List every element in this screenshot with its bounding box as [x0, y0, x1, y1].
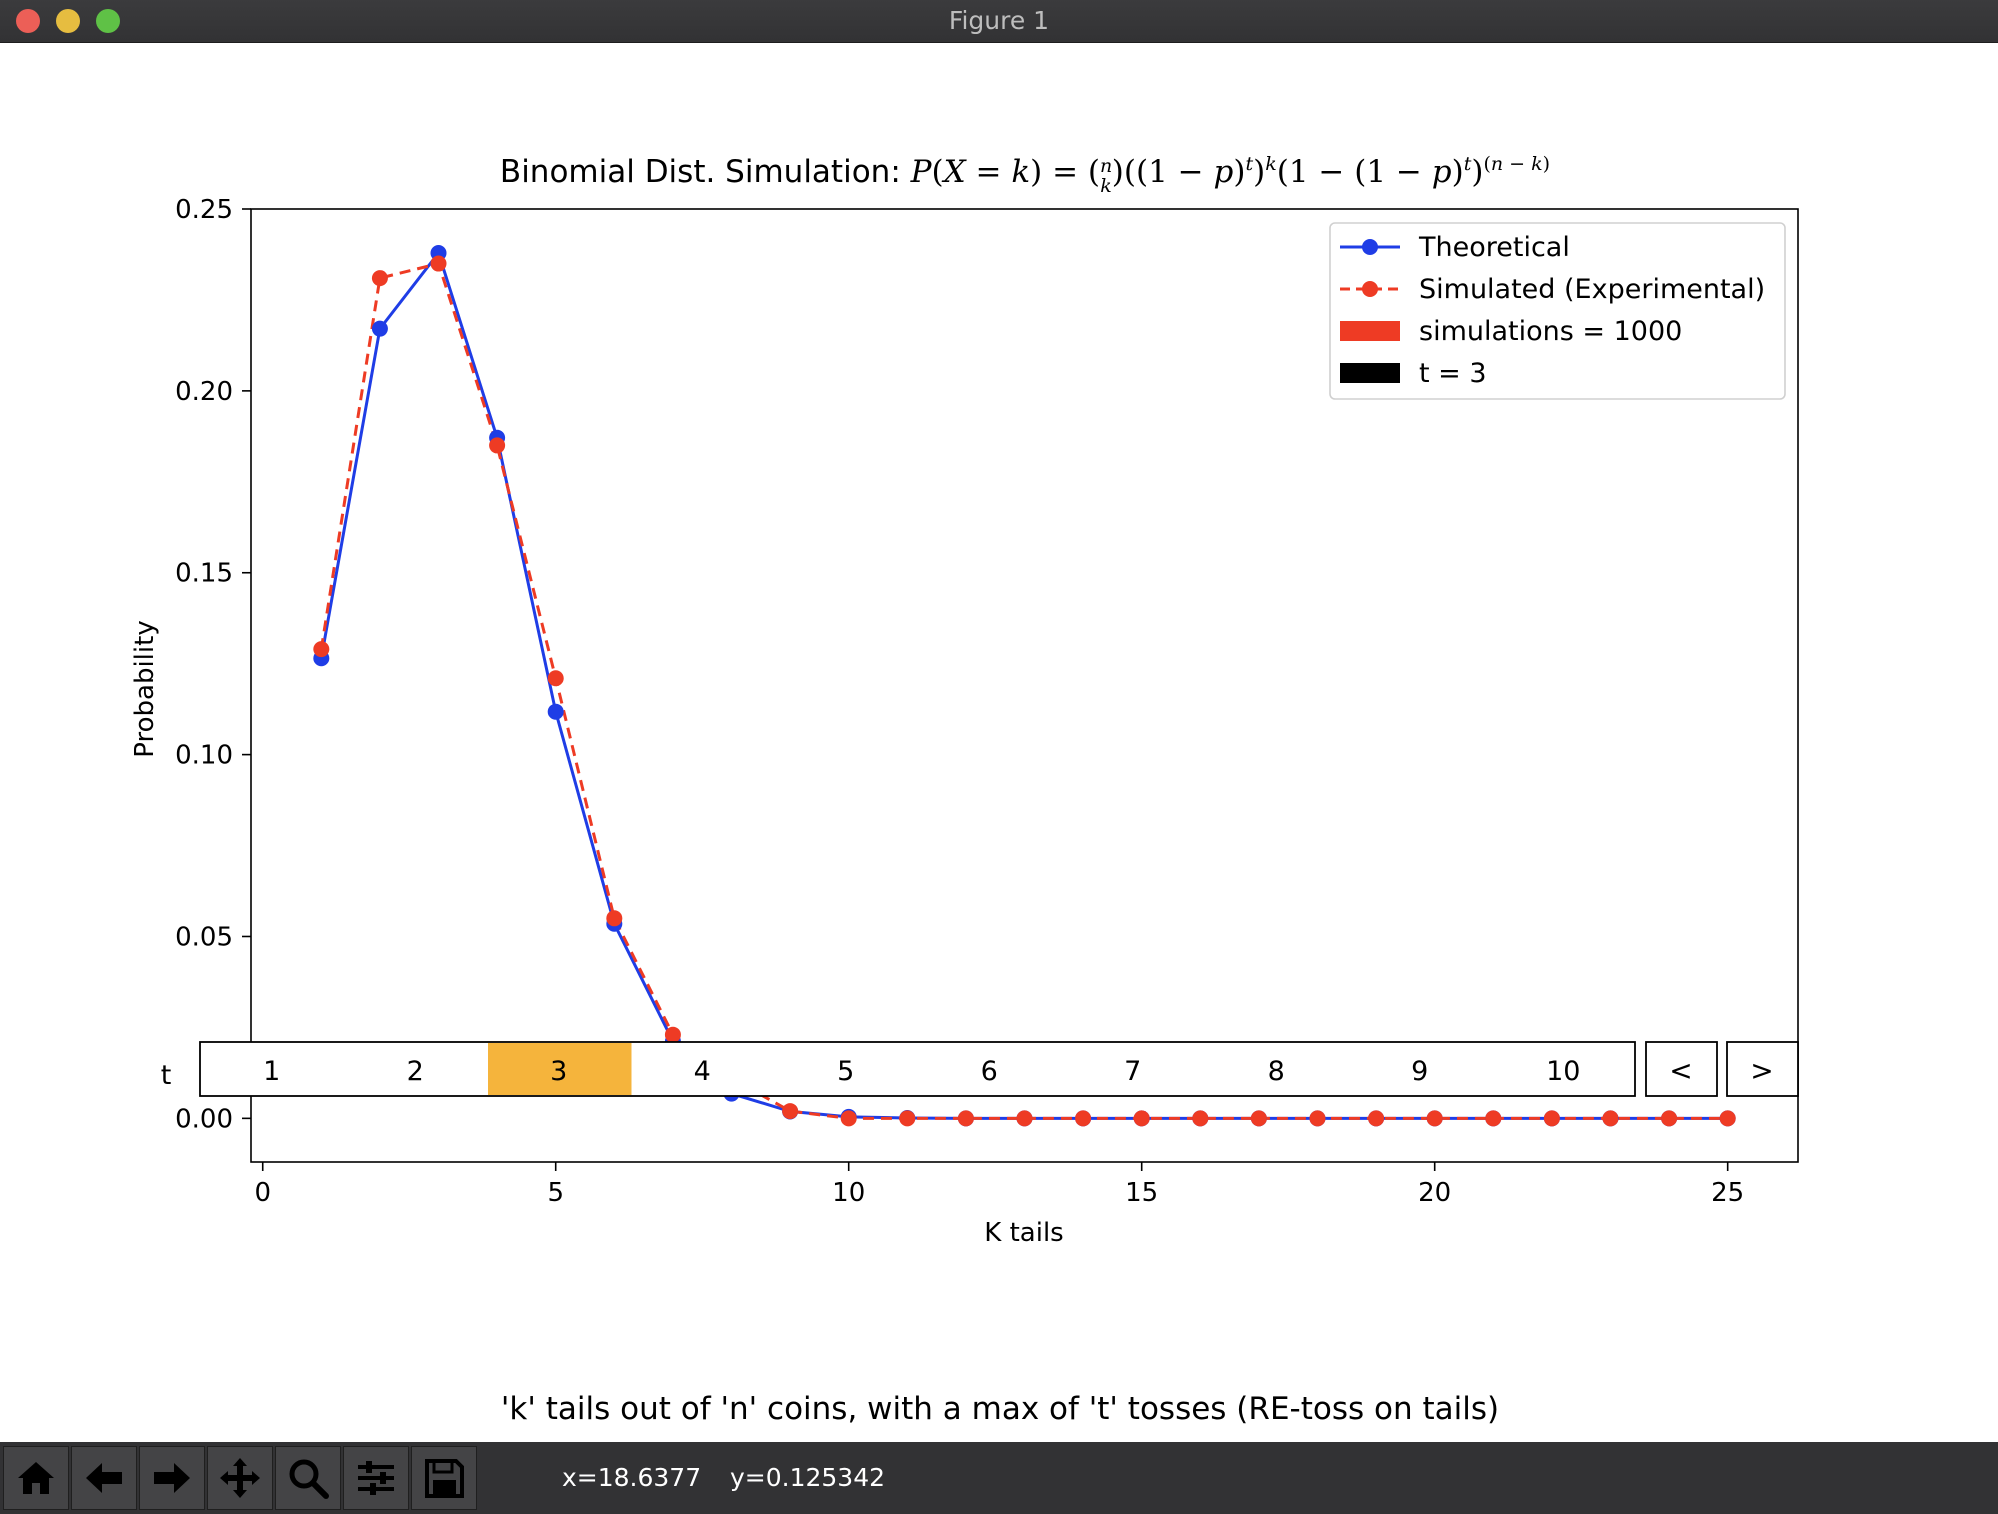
data-point-simulated — [1426, 1110, 1443, 1127]
x-tick-label: 10 — [832, 1178, 865, 1208]
title-bar: Figure 1 — [0, 0, 1998, 43]
data-point-simulated — [606, 910, 623, 927]
x-tick-label: 15 — [1125, 1178, 1158, 1208]
t-option-label: 9 — [1411, 1056, 1428, 1087]
prev-t-button-label: < — [1669, 1054, 1692, 1087]
series-points — [313, 245, 1736, 1127]
pan-button[interactable] — [207, 1446, 273, 1510]
back-arrow-icon — [86, 1463, 122, 1493]
data-point-simulated — [1661, 1110, 1678, 1127]
t-option-label: 8 — [1268, 1056, 1285, 1087]
data-point-simulated — [371, 270, 388, 287]
forward-arrow-icon — [154, 1463, 190, 1493]
x-axis-ticks: 0 5 10 15 20 25 — [254, 1162, 1744, 1208]
figure-caption: 'k' tails out of 'n' coins, with a max o… — [501, 1391, 1499, 1427]
legend-simulated-label: Simulated (Experimental) — [1419, 274, 1765, 305]
data-point-theoretical — [547, 703, 564, 720]
zoom-button[interactable] — [275, 1446, 341, 1510]
forward-button[interactable] — [139, 1446, 205, 1510]
configure-subplots-button[interactable] — [343, 1446, 409, 1510]
pan-icon — [220, 1458, 260, 1498]
y-tick-label: 0.20 — [175, 377, 233, 407]
figure-canvas[interactable]: Binomial Dist. Simulation: P(X = k) = (n… — [0, 42, 1998, 1442]
t-option-label: 4 — [694, 1056, 711, 1087]
data-point-simulated — [1543, 1110, 1560, 1127]
zoom-window-button[interactable] — [96, 9, 120, 33]
next-t-button-label: > — [1750, 1054, 1773, 1087]
data-point-simulated — [1719, 1110, 1736, 1127]
legend-theoretical-marker — [1362, 239, 1378, 255]
data-point-simulated — [1133, 1110, 1150, 1127]
legend-box — [1329, 222, 1786, 400]
data-point-simulated — [782, 1103, 799, 1120]
t-option-label: 3 — [550, 1056, 567, 1087]
save-icon — [425, 1459, 464, 1498]
data-point-simulated — [1602, 1110, 1619, 1127]
back-button[interactable] — [71, 1446, 137, 1510]
x-tick-label: 5 — [547, 1178, 564, 1208]
navigation-toolbar: x=18.6377 y=0.125342 — [0, 1442, 1998, 1514]
data-point-theoretical — [371, 320, 388, 337]
data-point-simulated — [1250, 1110, 1267, 1127]
data-point-simulated — [1309, 1110, 1326, 1127]
data-point-simulated — [1368, 1110, 1385, 1127]
save-button[interactable] — [411, 1446, 477, 1510]
y-axis-ticks: 0.00 0.05 0.10 0.15 0.20 0.25 — [175, 195, 251, 1134]
next-t-button[interactable] — [1726, 1041, 1799, 1097]
t-selector-widget: t 1 2 3 4 5 6 7 8 9 10 < > — [161, 1041, 1799, 1097]
x-tick-label: 0 — [254, 1178, 271, 1208]
data-point-simulated — [489, 437, 506, 454]
y-tick-label: 0.25 — [175, 195, 233, 225]
zoom-icon — [289, 1459, 329, 1499]
t-option-label: 10 — [1546, 1056, 1580, 1087]
t-option-selected-highlight — [488, 1043, 632, 1095]
y-tick-label: 0.00 — [175, 1104, 233, 1134]
configure-subplots-icon — [358, 1461, 394, 1495]
data-point-simulated — [430, 255, 447, 272]
data-point-simulated — [1016, 1110, 1033, 1127]
prev-t-button[interactable] — [1645, 1041, 1718, 1097]
t-option-label: 5 — [837, 1056, 854, 1087]
t-option-label: 6 — [981, 1056, 998, 1087]
data-point-simulated — [1485, 1110, 1502, 1127]
data-point-simulated — [664, 1026, 681, 1043]
chart-title: Binomial Dist. Simulation: P(X = k) = (n… — [500, 153, 1550, 197]
legend: Theoretical Simulated (Experimental) sim… — [1329, 222, 1786, 400]
home-button[interactable] — [3, 1446, 69, 1510]
data-point-simulated — [313, 641, 330, 658]
data-point-simulated — [957, 1110, 974, 1127]
data-point-simulated — [899, 1110, 916, 1127]
close-window-button[interactable] — [16, 9, 40, 33]
legend-t-label: t = 3 — [1419, 358, 1487, 389]
t-option-label: 1 — [263, 1056, 280, 1087]
legend-simulations-patch — [1340, 321, 1400, 341]
t-selector-frame — [199, 1041, 1636, 1097]
y-coordinate-readout: y=0.125342 — [730, 1463, 886, 1492]
home-icon — [18, 1462, 54, 1494]
window-title: Figure 1 — [948, 6, 1050, 35]
data-point-simulated — [840, 1110, 857, 1127]
data-point-simulated — [547, 670, 564, 687]
t-selector-label: t — [161, 1060, 172, 1091]
y-tick-label: 0.10 — [175, 741, 233, 771]
data-point-simulated — [1075, 1110, 1092, 1127]
y-tick-label: 0.15 — [175, 559, 233, 589]
y-axis-label: Probability — [130, 620, 160, 757]
minimize-window-button[interactable] — [56, 9, 80, 33]
x-axis-label: K tails — [984, 1218, 1063, 1248]
x-tick-label: 25 — [1711, 1178, 1744, 1208]
legend-simulations-label: simulations = 1000 — [1419, 316, 1682, 347]
t-option-label: 7 — [1124, 1056, 1141, 1087]
legend-simulated-marker — [1362, 281, 1378, 297]
x-tick-label: 20 — [1418, 1178, 1451, 1208]
t-option-label: 2 — [407, 1056, 424, 1087]
legend-t-patch — [1340, 363, 1400, 383]
x-coordinate-readout: x=18.6377 — [562, 1463, 702, 1492]
y-tick-label: 0.05 — [175, 922, 233, 952]
t-selector-cells: 1 2 3 4 5 6 7 8 9 10 — [263, 1043, 1580, 1095]
legend-theoretical-label: Theoretical — [1418, 232, 1570, 263]
data-point-simulated — [1192, 1110, 1209, 1127]
